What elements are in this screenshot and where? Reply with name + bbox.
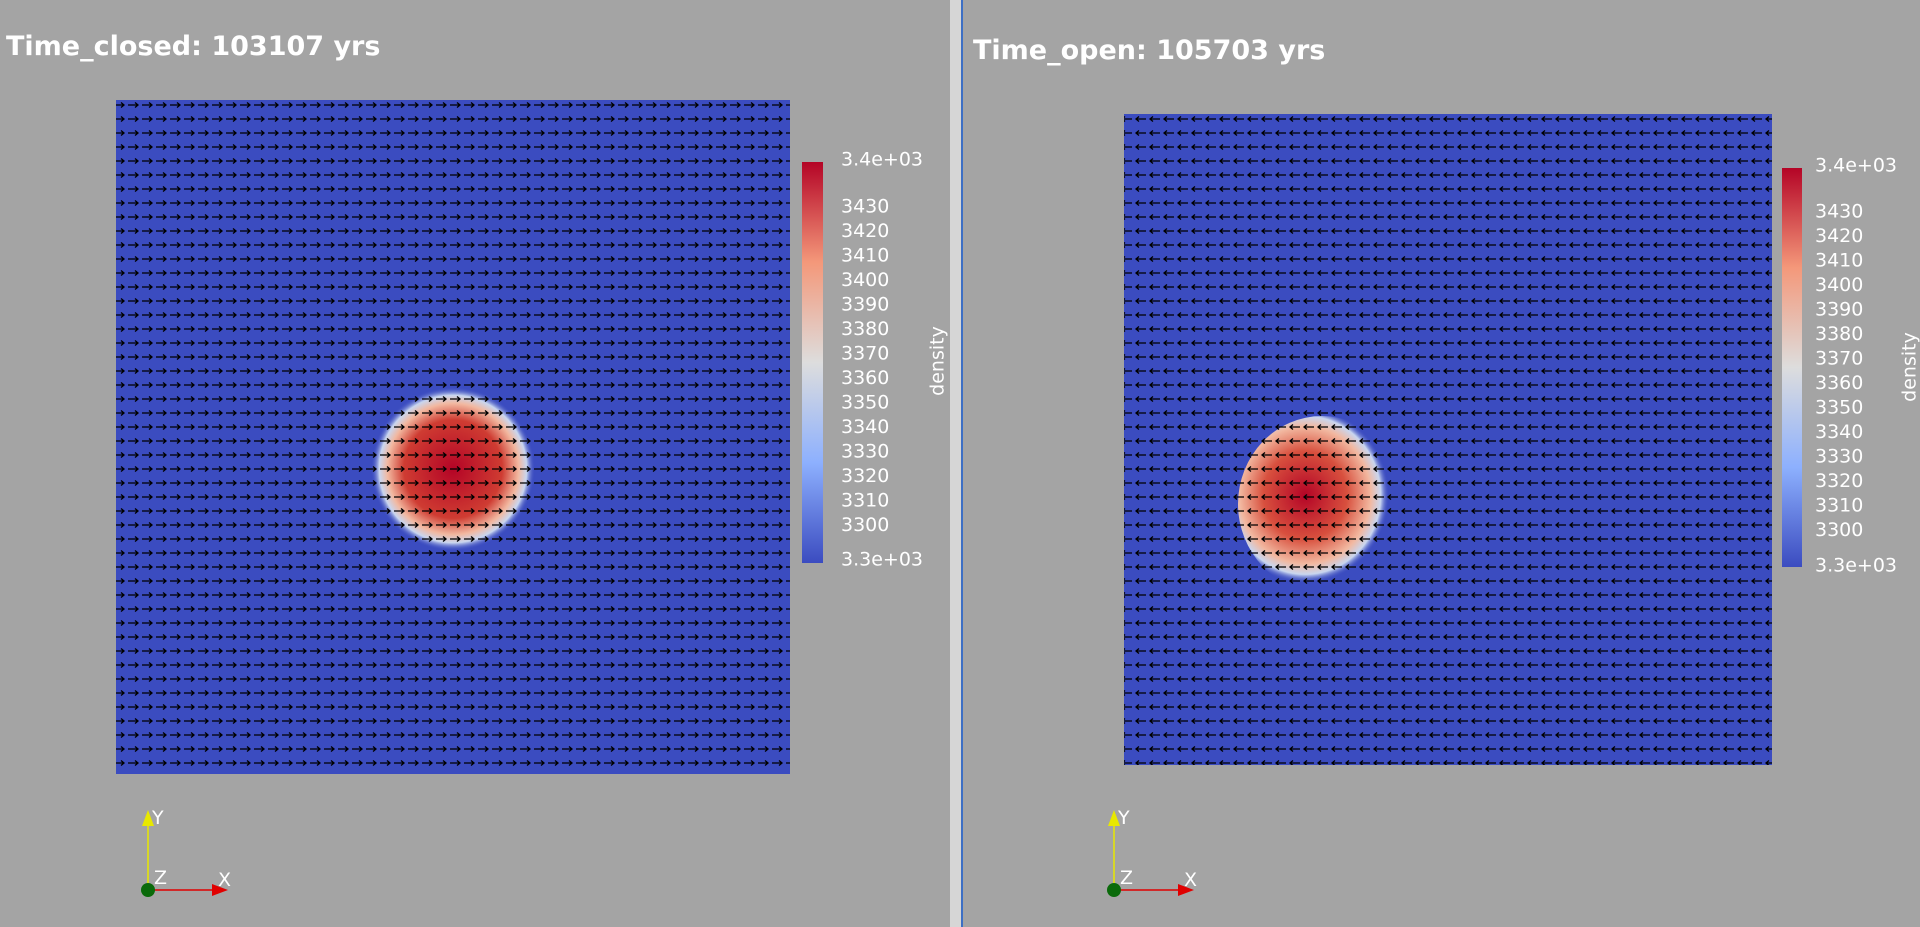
color-bar-tick: 3430: [841, 196, 889, 218]
color-bar-tick: 3310: [841, 490, 889, 512]
color-bar-tick: 3390: [1815, 299, 1863, 321]
color-bar-tick: 3330: [1815, 446, 1863, 468]
color-bar-tick: 3370: [1815, 348, 1863, 370]
color-bar-tick: 3420: [841, 220, 889, 242]
axis-x-label: X: [218, 869, 231, 891]
axis-z: [1107, 883, 1121, 897]
color-bar-tick: 3410: [841, 245, 889, 267]
view-title: Time_closed: 103107 yrs: [6, 31, 380, 62]
axis-x-head: [212, 884, 228, 896]
axis-z-label: Z: [1120, 867, 1133, 889]
color-bar-tick: 3360: [1815, 372, 1863, 394]
color-bar-tick: 3420: [1815, 225, 1863, 247]
active-view-border: [961, 0, 963, 927]
color-bar-tick: 3320: [1815, 470, 1863, 492]
color-bar-tick: 3400: [1815, 274, 1863, 296]
color-bar-tick: 3370: [841, 343, 889, 365]
color-bar-min: 3.3e+03: [1815, 555, 1897, 577]
color-bar: [802, 162, 823, 563]
color-bar-tick: 3320: [841, 465, 889, 487]
color-bar-tick: 3340: [841, 416, 889, 438]
color-bar-max: 3.4e+03: [1815, 155, 1897, 177]
axis-x-label: X: [1184, 869, 1197, 891]
axis-y-label: Y: [151, 807, 164, 829]
color-bar-title: density: [1899, 332, 1920, 402]
color-bar-tick: 3300: [841, 514, 889, 536]
axis-x-head: [1178, 884, 1194, 896]
color-bar-tick: 3430: [1815, 201, 1863, 223]
color-bar-min: 3.3e+03: [841, 549, 923, 571]
color-bar-tick: 3410: [1815, 250, 1863, 272]
axis-z: [141, 883, 155, 897]
axis-y-label: Y: [1117, 807, 1130, 829]
color-bar-tick: 3400: [841, 269, 889, 291]
color-bar-tick: 3330: [841, 441, 889, 463]
color-bar-tick: 3310: [1815, 495, 1863, 517]
color-bar-tick: 3360: [841, 367, 889, 389]
color-bar-max: 3.4e+03: [841, 149, 923, 171]
color-bar-tick: 3350: [1815, 397, 1863, 419]
view-title: Time_open: 105703 yrs: [973, 35, 1325, 66]
color-bar-tick: 3340: [1815, 421, 1863, 443]
color-bar-tick: 3390: [841, 294, 889, 316]
axis-y-head: [142, 810, 154, 826]
color-bar-tick: 3380: [1815, 323, 1863, 345]
color-bar-tick: 3350: [841, 392, 889, 414]
velocity-glyphs: [116, 100, 790, 774]
splitter[interactable]: [950, 0, 962, 927]
axis-y-head: [1108, 810, 1120, 826]
velocity-glyphs: [1124, 114, 1772, 765]
color-bar-tick: 3300: [1815, 519, 1863, 541]
axis-z-label: Z: [154, 867, 167, 889]
color-bar-tick: 3380: [841, 318, 889, 340]
color-bar: [1782, 168, 1802, 567]
color-bar-title: density: [927, 326, 949, 396]
